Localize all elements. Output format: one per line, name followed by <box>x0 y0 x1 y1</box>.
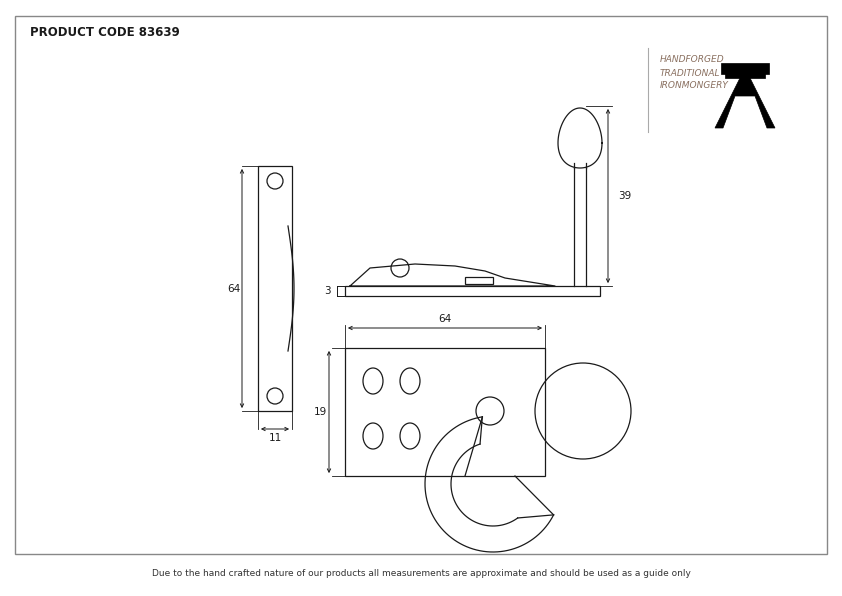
Bar <box>345 286 600 296</box>
Bar <box>721 63 769 74</box>
Text: 39: 39 <box>618 191 632 201</box>
Bar <box>725 71 765 78</box>
Bar <box>465 277 493 284</box>
Bar <box>258 166 292 411</box>
Text: PRODUCT CODE 83639: PRODUCT CODE 83639 <box>30 26 179 39</box>
Text: 11: 11 <box>269 433 281 443</box>
Text: 19: 19 <box>313 407 327 417</box>
Text: TRADITIONAL: TRADITIONAL <box>660 69 721 77</box>
Text: 3: 3 <box>324 286 331 296</box>
Text: IRONMONGERY: IRONMONGERY <box>660 82 729 91</box>
Text: 64: 64 <box>227 284 241 293</box>
Bar <box>345 348 545 476</box>
Polygon shape <box>715 68 775 128</box>
Text: HANDFORGED: HANDFORGED <box>660 55 725 64</box>
Text: 64: 64 <box>439 314 451 324</box>
Text: Due to the hand crafted nature of our products all measurements are approximate : Due to the hand crafted nature of our pr… <box>152 570 690 579</box>
